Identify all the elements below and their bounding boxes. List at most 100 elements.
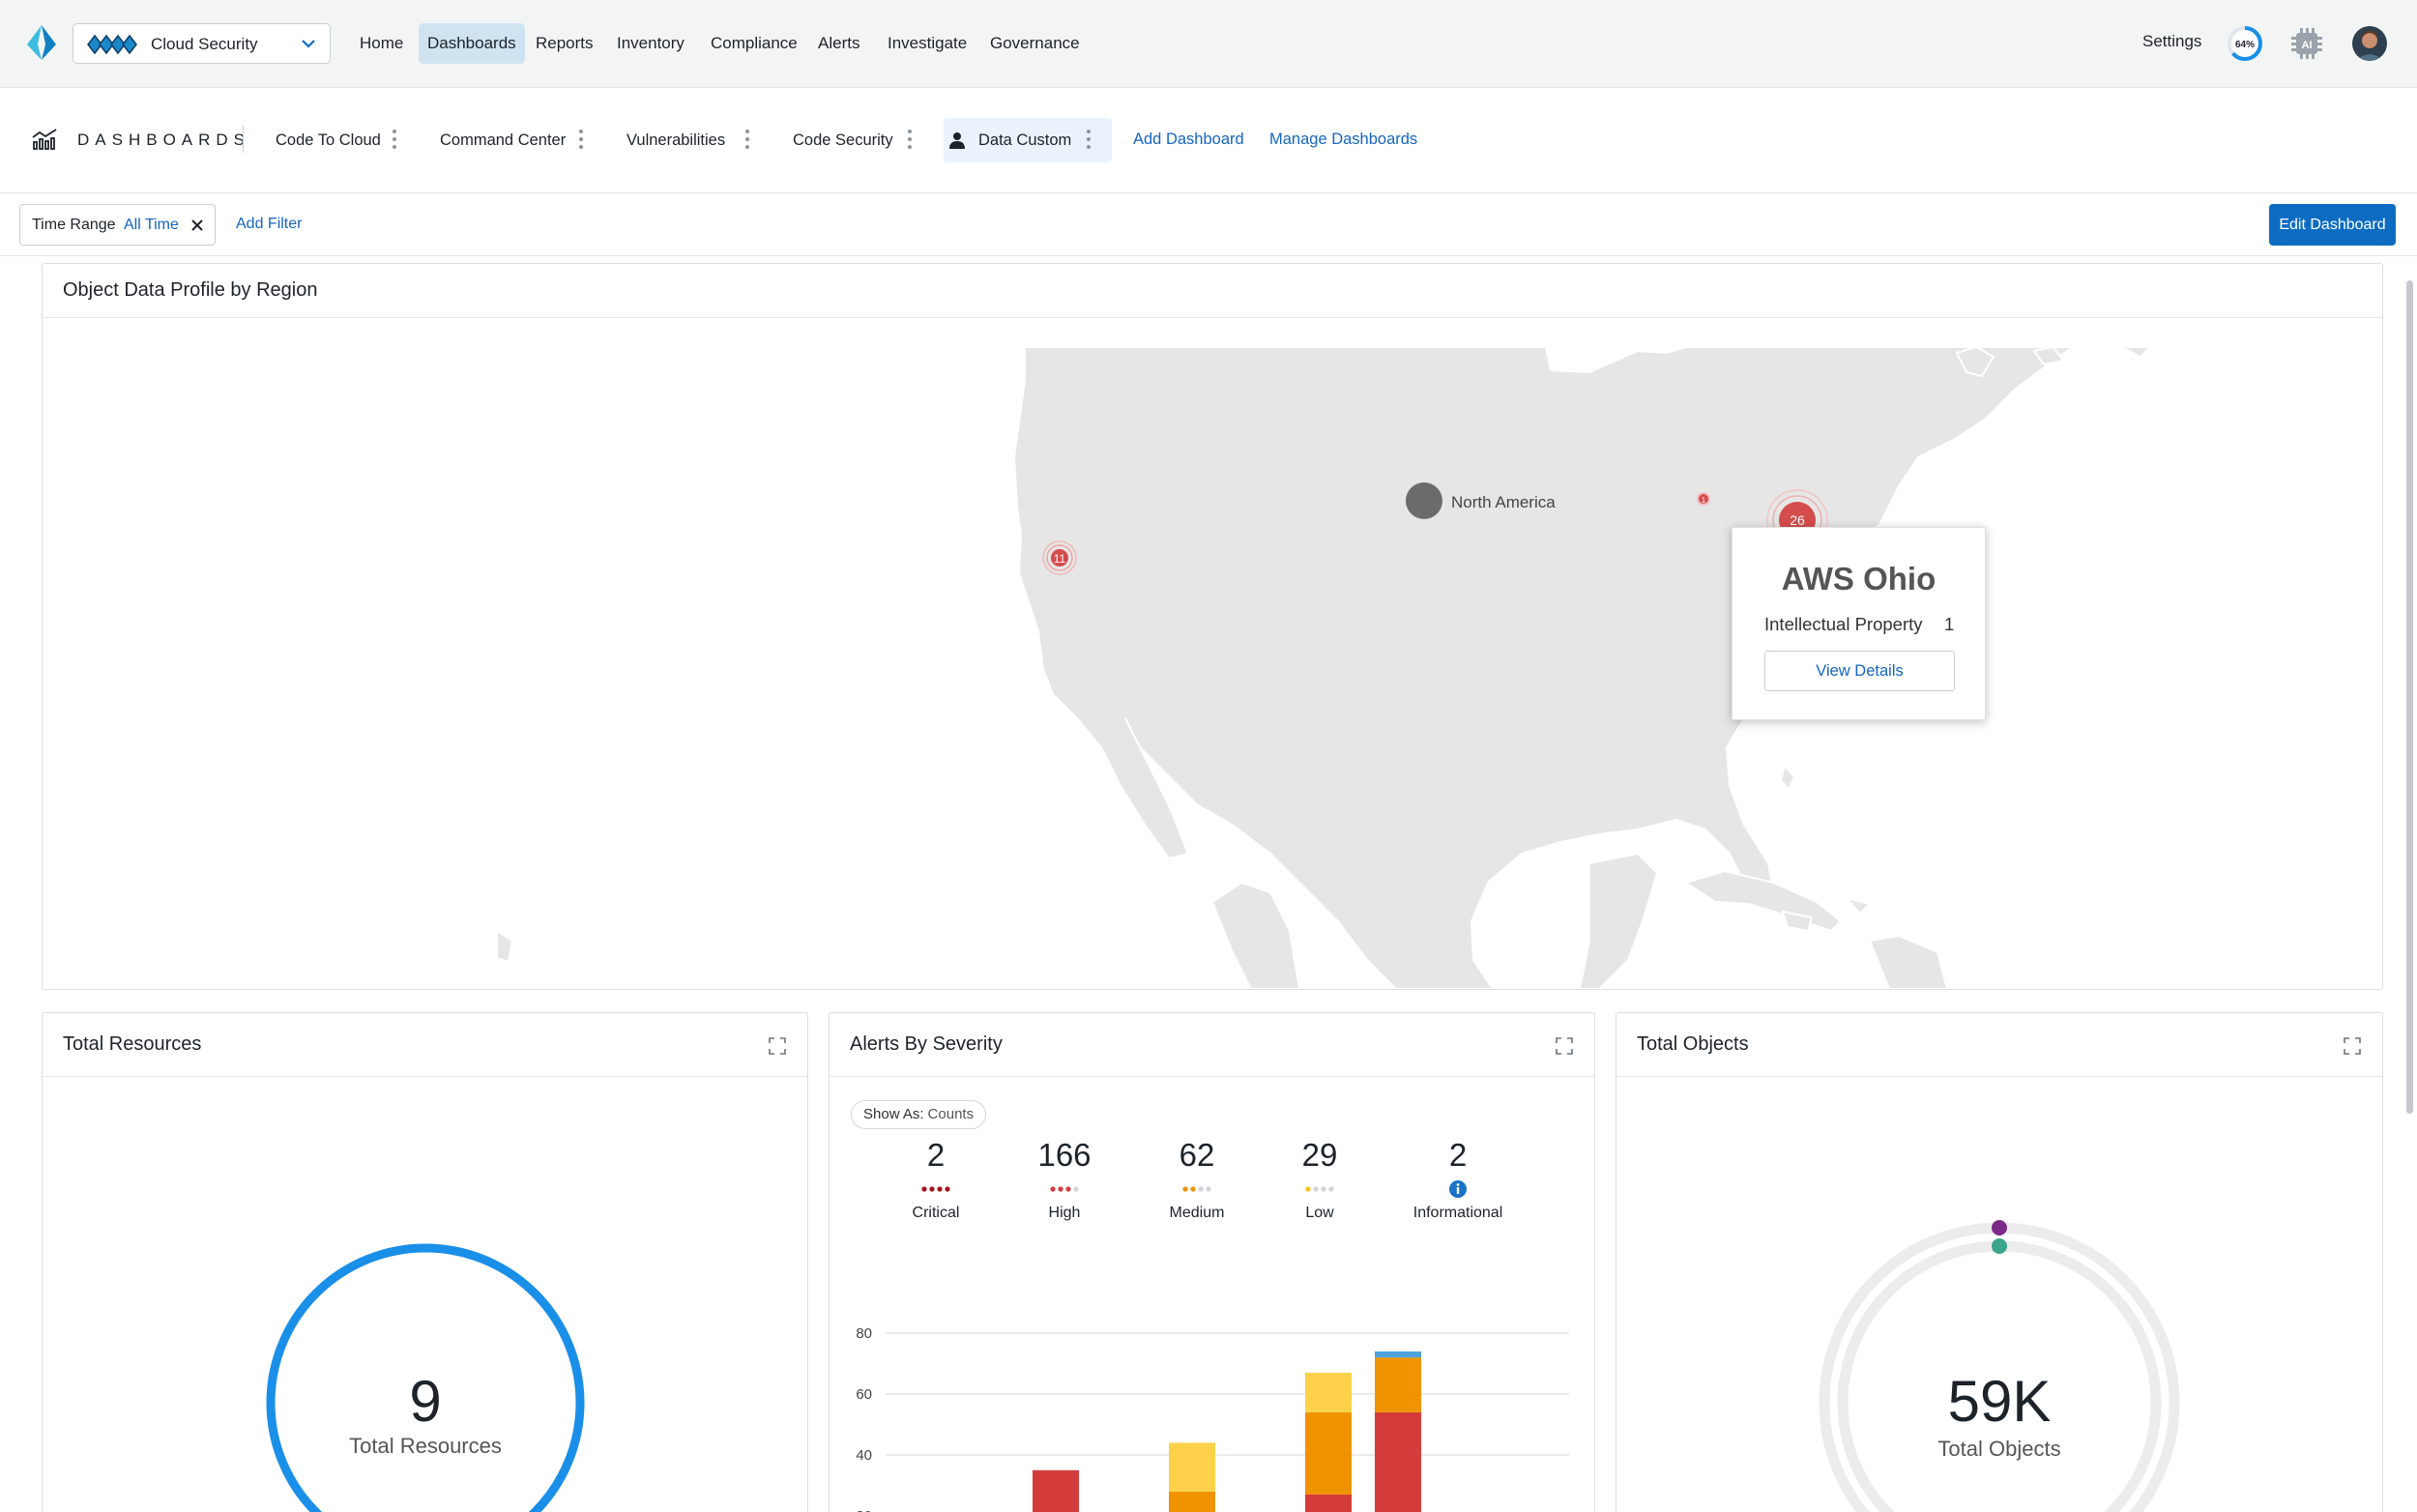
dashboards-heading: DASHBOARDS bbox=[77, 131, 251, 149]
show-as-label: Show As: bbox=[863, 1106, 924, 1122]
progress-label: 64% bbox=[2235, 40, 2255, 50]
chevron-down-icon bbox=[302, 40, 315, 48]
show-as-toggle[interactable]: Show As: Counts bbox=[851, 1100, 987, 1129]
object-type-dot[interactable] bbox=[1992, 1238, 2007, 1254]
tab-data-custom-menu-icon[interactable] bbox=[1086, 130, 1092, 151]
chart-tick-label: 40 bbox=[856, 1447, 872, 1464]
total-objects-label: Total Objects bbox=[1937, 1437, 2061, 1461]
cloud-security-product-icon bbox=[87, 34, 137, 55]
severity-count: 2 bbox=[1448, 1137, 1468, 1173]
severity-dots-icon bbox=[997, 1179, 1132, 1199]
chart-bar-medium[interactable] bbox=[1169, 1491, 1215, 1512]
severity-bar-chart: 80 60 40 20 bbox=[856, 1325, 1569, 1512]
expand-icon[interactable] bbox=[769, 1037, 786, 1055]
severity-label: Critical bbox=[912, 1205, 960, 1221]
time-range-value: All Time bbox=[124, 217, 179, 233]
severity-count: 29 bbox=[1301, 1137, 1338, 1173]
object-type-dot[interactable] bbox=[1992, 1220, 2007, 1236]
severity-label: Informational bbox=[1412, 1205, 1503, 1221]
expand-icon[interactable] bbox=[1556, 1037, 1573, 1055]
region-map[interactable]: North America 11 1 26 bbox=[43, 264, 2382, 989]
severity-informational[interactable]: 2 Informational bbox=[1390, 1137, 1526, 1222]
top-navigation: Cloud Security Home Dashboards Reports I… bbox=[0, 0, 2417, 88]
chart-tick-label: 20 bbox=[856, 1508, 872, 1512]
tab-vulnerabilities[interactable]: Vulnerabilities bbox=[626, 131, 726, 149]
nav-home[interactable]: Home bbox=[360, 34, 404, 52]
ai-chip-icon[interactable]: AI bbox=[2288, 25, 2325, 62]
card-title: Alerts By Severity bbox=[850, 1033, 1003, 1055]
severity-dots-icon bbox=[1252, 1179, 1387, 1199]
severity-low[interactable]: 29 Low bbox=[1252, 1137, 1387, 1222]
user-avatar[interactable] bbox=[2352, 26, 2387, 61]
total-objects-value: 59K bbox=[1947, 1369, 2052, 1434]
nav-investigate[interactable]: Investigate bbox=[888, 34, 968, 52]
severity-count: 166 bbox=[1037, 1137, 1092, 1173]
tab-command-center[interactable]: Command Center bbox=[440, 131, 567, 149]
info-icon bbox=[1390, 1179, 1526, 1199]
product-selector[interactable]: Cloud Security bbox=[73, 23, 331, 64]
nav-alerts[interactable]: Alerts bbox=[818, 34, 860, 52]
chart-bar-high[interactable] bbox=[1305, 1494, 1352, 1512]
tab-code-to-cloud[interactable]: Code To Cloud bbox=[276, 131, 381, 149]
person-icon bbox=[949, 132, 965, 149]
marker-count: 26 bbox=[1790, 512, 1805, 528]
north-america-region-marker[interactable] bbox=[1406, 482, 1442, 519]
tab-code-security[interactable]: Code Security bbox=[793, 131, 893, 149]
time-range-filter[interactable]: Time Range All Time bbox=[19, 204, 216, 246]
expand-icon[interactable] bbox=[2344, 1037, 2361, 1055]
card-title: Total Objects bbox=[1637, 1033, 1749, 1055]
tab-data-custom[interactable]: Data Custom bbox=[944, 118, 1112, 162]
severity-label: Medium bbox=[1169, 1205, 1225, 1221]
nav-reports[interactable]: Reports bbox=[536, 34, 594, 52]
severity-high[interactable]: 166 High bbox=[997, 1137, 1132, 1222]
nav-dashboards[interactable]: Dashboards bbox=[419, 23, 525, 64]
chart-bar-high[interactable] bbox=[1033, 1469, 1079, 1512]
tab-vulnerabilities-menu-icon[interactable] bbox=[744, 130, 750, 151]
region-label: North America bbox=[1451, 493, 1556, 511]
tab-data-custom-label: Data Custom bbox=[978, 131, 1072, 149]
progress-ring[interactable]: 64% bbox=[2227, 25, 2263, 62]
total-resources-ring bbox=[266, 1243, 585, 1512]
chart-bar-informational[interactable] bbox=[1375, 1351, 1421, 1358]
total-objects-card: Total Objects 59K Total Objects bbox=[1616, 1012, 2383, 1512]
card-header: Total Resources bbox=[43, 1013, 807, 1077]
map-marker-11[interactable]: 11 bbox=[1042, 540, 1077, 575]
chart-bar-low[interactable] bbox=[1169, 1442, 1215, 1492]
card-title: Total Resources bbox=[63, 1033, 202, 1055]
total-objects-rings bbox=[1819, 1220, 2180, 1512]
nav-inventory[interactable]: Inventory bbox=[617, 34, 684, 52]
add-dashboard-link[interactable]: Add Dashboard bbox=[1133, 131, 1244, 148]
edit-dashboard-button[interactable]: Edit Dashboard bbox=[2269, 204, 2396, 246]
map-marker-1[interactable]: 1 bbox=[1697, 492, 1710, 506]
severity-medium[interactable]: 62 Medium bbox=[1129, 1137, 1265, 1222]
nav-compliance[interactable]: Compliance bbox=[711, 34, 798, 52]
severity-dots-icon bbox=[868, 1179, 1004, 1199]
chart-tick-label: 60 bbox=[856, 1386, 872, 1403]
severity-critical[interactable]: 2 Critical bbox=[868, 1137, 1004, 1222]
tab-command-center-menu-icon[interactable] bbox=[578, 130, 584, 151]
nav-governance[interactable]: Governance bbox=[990, 34, 1080, 52]
settings-link[interactable]: Settings bbox=[2142, 32, 2202, 50]
card-header: Total Objects bbox=[1616, 1013, 2382, 1077]
app-logo-icon[interactable] bbox=[25, 23, 58, 62]
card-header: Alerts By Severity bbox=[830, 1013, 1594, 1077]
view-details-button[interactable]: View Details bbox=[1764, 651, 1955, 691]
close-icon[interactable] bbox=[189, 217, 206, 234]
manage-dashboards-link[interactable]: Manage Dashboards bbox=[1269, 131, 1418, 148]
dashboards-chart-icon bbox=[32, 129, 57, 150]
chart-bar-medium[interactable] bbox=[1375, 1357, 1421, 1412]
chart-bar-medium[interactable] bbox=[1305, 1411, 1352, 1495]
product-selector-label: Cloud Security bbox=[151, 35, 258, 53]
card-title: Object Data Profile by Region bbox=[63, 279, 318, 301]
marker-count: 11 bbox=[1054, 552, 1066, 566]
object-data-profile-card: Object Data Profile by Region North Amer… bbox=[42, 263, 2383, 990]
tab-code-security-menu-icon[interactable] bbox=[907, 130, 913, 151]
tooltip-row-label: Intellectual Property bbox=[1764, 614, 1923, 634]
total-resources-value: 9 bbox=[409, 1369, 442, 1434]
chart-bar-low[interactable] bbox=[1305, 1372, 1352, 1412]
chart-bar-high[interactable] bbox=[1375, 1411, 1421, 1512]
add-filter-link[interactable]: Add Filter bbox=[236, 216, 303, 232]
tab-code-to-cloud-menu-icon[interactable] bbox=[392, 130, 397, 151]
page-scrollbar[interactable] bbox=[2406, 280, 2413, 1114]
show-as-value: Counts bbox=[927, 1106, 975, 1122]
